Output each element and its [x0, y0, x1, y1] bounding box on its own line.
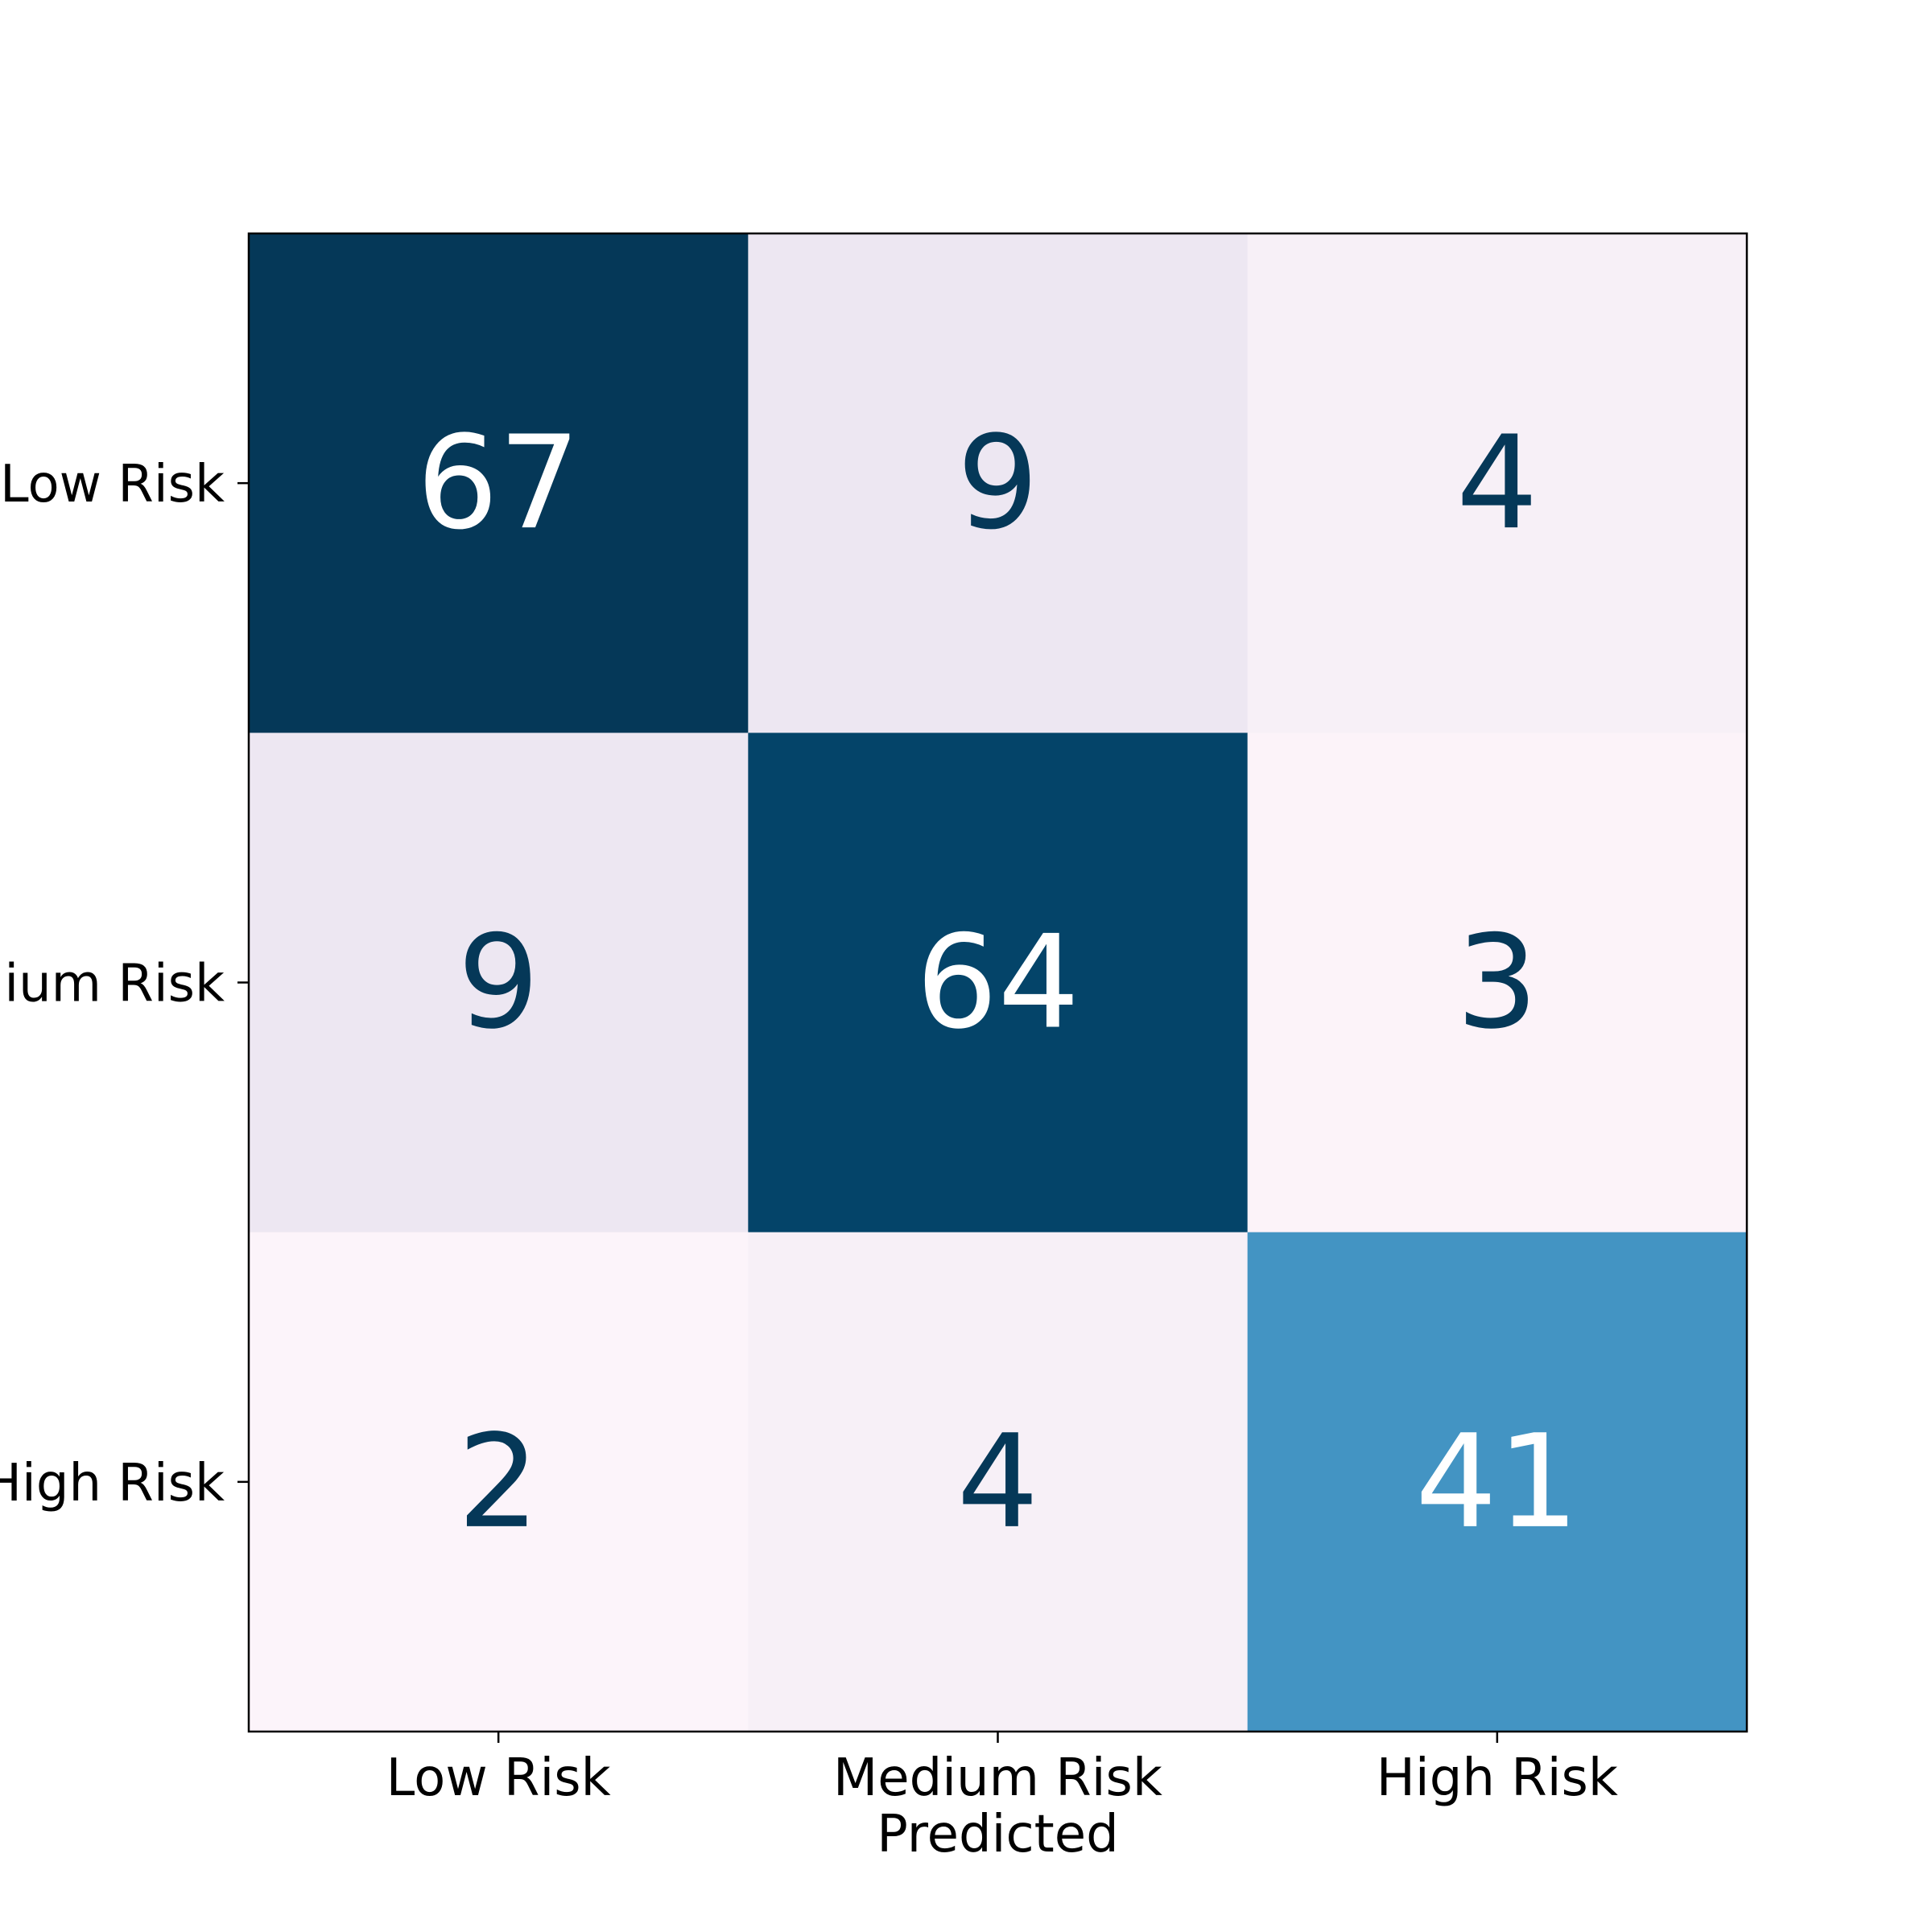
x-axis-ticks: Low Risk Medium Risk High Risk [386, 1732, 1618, 1808]
x-axis-label: Predicted [877, 1805, 1118, 1864]
x-tick-label-1: Medium Risk [833, 1748, 1162, 1808]
heatmap-cell-r2-c1 [748, 1232, 1249, 1732]
cell-annotations: 67 9 4 9 64 3 2 4 41 [416, 407, 1579, 1557]
cell-value-r1-c2: 3 [1456, 907, 1538, 1058]
y-tick-label-1: Medium Risk [0, 955, 225, 1014]
heatmap-cell-r2-c2 [1247, 1232, 1748, 1732]
heatmap-cell-r1-c0 [249, 733, 749, 1233]
heatmap-cell-r0-c0 [249, 233, 749, 733]
y-tick-label-0: Low Risk [0, 455, 225, 514]
heatmap-cell-r0-c2 [1247, 233, 1748, 733]
heatmap-cell-r1-c1 [748, 733, 1249, 1233]
x-tick-label-2: High Risk [1377, 1748, 1618, 1808]
y-tick-label-2: High Risk [0, 1454, 225, 1513]
cell-value-r1-c1: 64 [916, 907, 1080, 1058]
heatmap-cell-r0-c1 [748, 233, 1249, 733]
heatmap-cell-r1-c2 [1247, 733, 1748, 1233]
y-axis-ticks: Low Risk Medium Risk High Risk [0, 455, 249, 1513]
heatmap-cell-r2-c0 [249, 1232, 749, 1732]
cell-value-r2-c1: 4 [957, 1406, 1039, 1557]
cell-value-r2-c2: 41 [1415, 1406, 1579, 1557]
cell-value-r0-c1: 9 [957, 407, 1039, 558]
cell-value-r0-c2: 4 [1456, 407, 1538, 558]
cell-value-r2-c0: 2 [457, 1406, 539, 1557]
cell-value-r0-c0: 67 [416, 407, 580, 558]
x-tick-label-0: Low Risk [386, 1748, 611, 1808]
heatmap-cells [249, 233, 1748, 1732]
cell-value-r1-c0: 9 [457, 907, 539, 1058]
